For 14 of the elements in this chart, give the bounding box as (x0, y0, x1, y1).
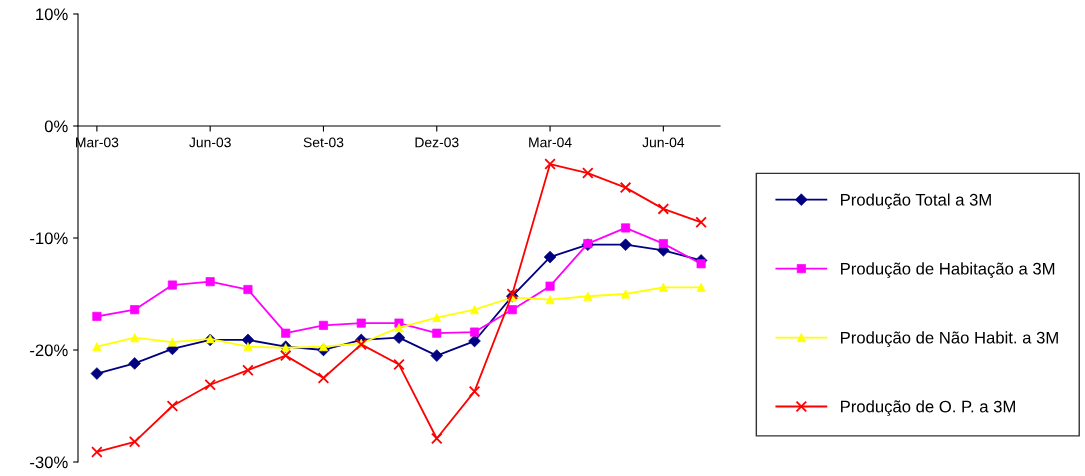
legend-label: Produção de Não Habit. a 3M (841, 331, 1058, 347)
y-tick-label: -20% (30, 344, 68, 357)
y-tick-label: 10% (36, 8, 68, 21)
x-tick-label: Jun-04 (642, 137, 685, 148)
x-tick-label: Set-03 (303, 137, 344, 148)
x-tick-label: Mar-04 (529, 137, 572, 148)
legend-label: Produção de Habitação a 3M (841, 262, 1055, 278)
legend-label: Produção Total a 3M (841, 193, 991, 210)
y-tick-label: -10% (30, 232, 68, 245)
x-tick-label: Jun-03 (189, 137, 231, 148)
y-tick-label: -30% (30, 456, 68, 469)
x-tick-label: Dez-03 (415, 137, 459, 148)
legend-label: Produção de O. P. a 3M (841, 400, 1015, 416)
y-tick-label: 0% (44, 120, 68, 133)
